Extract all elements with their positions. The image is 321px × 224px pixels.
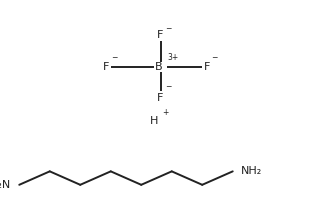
Text: F: F xyxy=(157,30,164,40)
Text: NH₂: NH₂ xyxy=(241,166,262,176)
Text: H: H xyxy=(150,116,158,126)
Text: −: − xyxy=(111,53,117,62)
Text: B: B xyxy=(155,62,163,72)
Text: +: + xyxy=(162,108,168,117)
Text: F: F xyxy=(204,62,210,72)
Text: 3+: 3+ xyxy=(168,53,179,62)
Text: −: − xyxy=(166,82,172,91)
Text: −: − xyxy=(166,24,172,33)
Text: H₂N: H₂N xyxy=(0,180,11,190)
Text: F: F xyxy=(157,93,164,103)
Text: F: F xyxy=(103,62,109,72)
Text: −: − xyxy=(211,53,217,62)
